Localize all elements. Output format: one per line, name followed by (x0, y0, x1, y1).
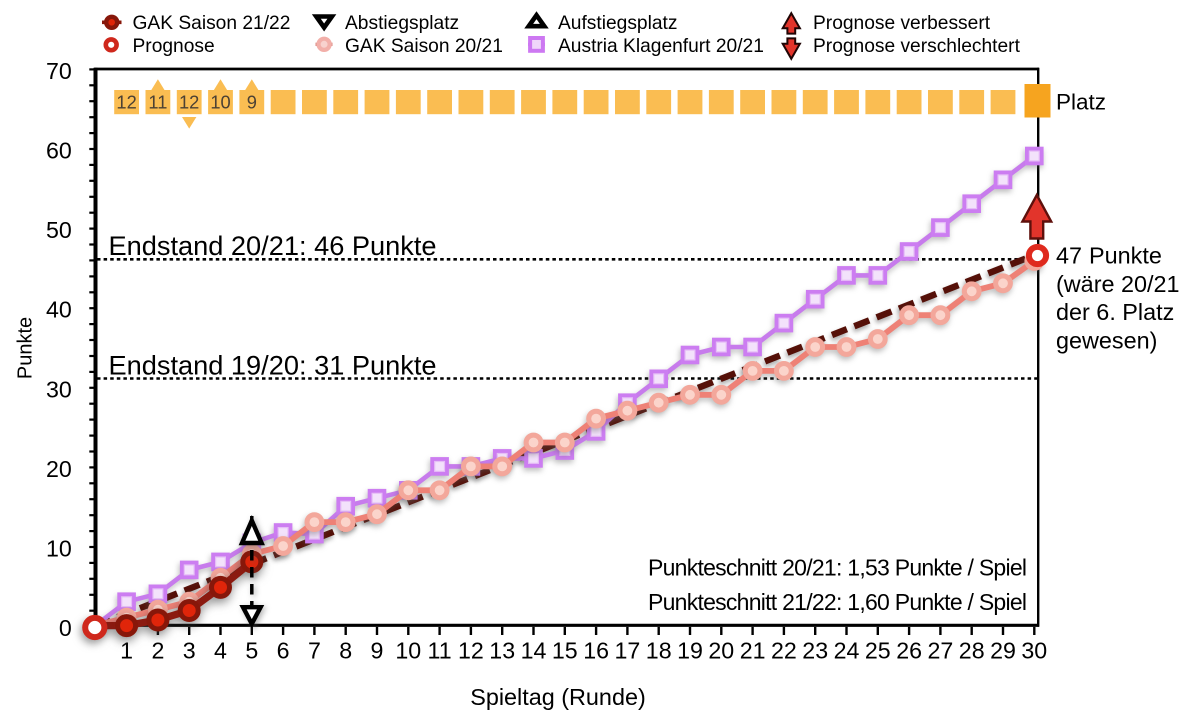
svg-text:11: 11 (428, 637, 452, 663)
svg-text:3: 3 (183, 637, 196, 663)
svg-text:14: 14 (521, 637, 547, 663)
svg-text:28: 28 (959, 637, 985, 663)
svg-text:23: 23 (802, 637, 828, 663)
svg-text:7: 7 (308, 637, 321, 663)
svg-text:GAK Saison 21/22: GAK Saison 21/22 (133, 13, 291, 34)
svg-text:GAK Saison 20/21: GAK Saison 20/21 (345, 36, 503, 57)
svg-text:6: 6 (277, 637, 290, 663)
svg-text:Spieltag (Runde): Spieltag (Runde) (470, 684, 646, 710)
svg-text:11: 11 (148, 92, 167, 113)
svg-text:1: 1 (120, 637, 133, 663)
svg-text:30: 30 (46, 376, 72, 402)
svg-text:30: 30 (1021, 637, 1047, 663)
svg-text:Endstand 20/21: 46 Punkte: Endstand 20/21: 46 Punkte (109, 230, 437, 261)
svg-text:Punkte: Punkte (15, 317, 37, 379)
svg-text:12: 12 (116, 92, 136, 113)
svg-text:20: 20 (46, 456, 72, 482)
svg-text:Prognose verschlechtert: Prognose verschlechtert (813, 36, 1021, 57)
svg-text:12: 12 (458, 637, 484, 663)
svg-text:10: 10 (210, 92, 230, 113)
svg-text:10: 10 (395, 637, 421, 663)
svg-text:18: 18 (646, 637, 672, 663)
svg-text:16: 16 (583, 637, 609, 663)
svg-text:Punkteschnitt 20/21: 1,53 Punk: Punkteschnitt 20/21: 1,53 Punkte / Spiel (648, 555, 1026, 581)
svg-text:Punkteschnitt 21/22: 1,60 Punk: Punkteschnitt 21/22: 1,60 Punkte / Spiel (648, 589, 1026, 615)
svg-text:Prognose verbessert: Prognose verbessert (813, 13, 991, 34)
svg-text:21: 21 (740, 637, 766, 663)
svg-text:10: 10 (46, 536, 72, 562)
svg-text:Austria Klagenfurt 20/21: Austria Klagenfurt 20/21 (558, 36, 764, 57)
svg-text:40: 40 (46, 297, 72, 323)
svg-text:50: 50 (46, 217, 72, 243)
svg-text:5: 5 (245, 637, 258, 663)
svg-text:15: 15 (552, 637, 578, 663)
svg-text:22: 22 (771, 637, 797, 663)
svg-text:2: 2 (151, 637, 164, 663)
svg-text:24: 24 (834, 637, 860, 663)
svg-text:Punkte: Punkte (1089, 243, 1162, 269)
svg-text:17: 17 (615, 637, 641, 663)
svg-text:der 6. Platz: der 6. Platz (1056, 299, 1174, 325)
svg-text:Prognose: Prognose (133, 36, 215, 57)
svg-text:Abstiegsplatz: Abstiegsplatz (345, 13, 459, 34)
svg-text:8: 8 (339, 637, 352, 663)
svg-text:0: 0 (59, 615, 72, 641)
svg-text:20: 20 (708, 637, 734, 663)
svg-text:4: 4 (214, 637, 227, 663)
svg-text:19: 19 (677, 637, 703, 663)
svg-text:9: 9 (247, 92, 257, 113)
svg-text:Aufstiegsplatz: Aufstiegsplatz (558, 13, 677, 34)
svg-text:12: 12 (179, 92, 199, 113)
svg-text:70: 70 (46, 58, 72, 84)
svg-text:13: 13 (489, 637, 515, 663)
svg-text:(wäre 20/21: (wäre 20/21 (1056, 271, 1180, 297)
svg-text:Platz: Platz (1056, 90, 1106, 115)
svg-text:47: 47 (1056, 243, 1082, 269)
svg-text:Endstand 19/20: 31 Punkte: Endstand 19/20: 31 Punkte (109, 350, 437, 381)
svg-text:26: 26 (896, 637, 922, 663)
svg-text:60: 60 (46, 138, 72, 164)
svg-text:27: 27 (928, 637, 954, 663)
svg-text:9: 9 (371, 637, 384, 663)
svg-text:gewesen): gewesen) (1056, 328, 1157, 354)
svg-text:25: 25 (865, 637, 891, 663)
svg-text:29: 29 (990, 637, 1016, 663)
